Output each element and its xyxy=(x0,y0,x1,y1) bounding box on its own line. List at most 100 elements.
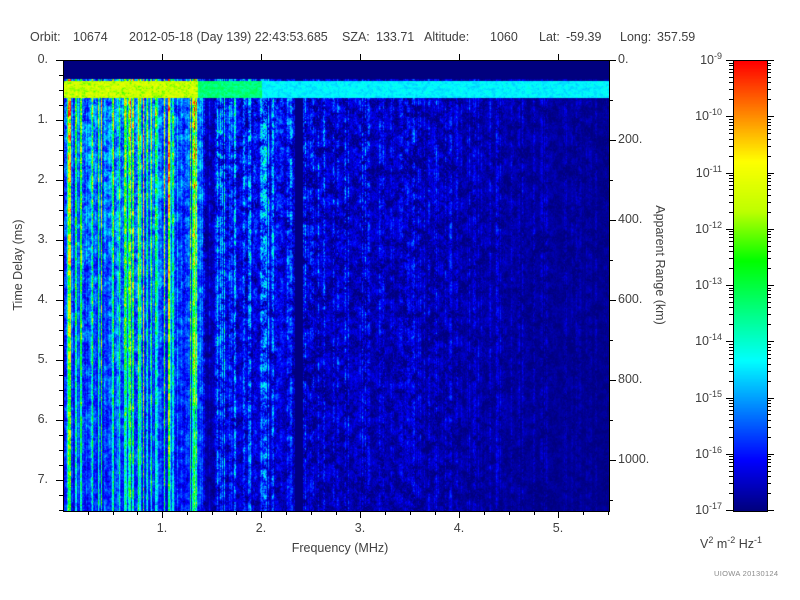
x-tick-major xyxy=(459,511,460,518)
y2-tick-major xyxy=(609,60,616,61)
colorbar-tick-minor xyxy=(767,427,771,428)
colorbar-tick-minor xyxy=(729,288,733,289)
colorbar-tick-minor xyxy=(729,427,733,428)
unit-m-exp: -2 xyxy=(727,535,736,545)
colorbar-tick-label: 10-11 xyxy=(695,164,722,181)
y2-tick-minor xyxy=(609,180,613,181)
colorbar-tick-major xyxy=(767,398,774,399)
colorbar-tick-minor xyxy=(767,268,771,269)
colorbar-tick-minor xyxy=(767,476,771,477)
colorbar-tick-minor xyxy=(729,459,733,460)
x-tick-minor xyxy=(286,511,287,515)
colorbar-tick-major xyxy=(726,116,733,117)
colorbar-tick-minor xyxy=(729,307,733,308)
y-tick-major xyxy=(56,60,63,61)
x-tick-top xyxy=(459,54,460,60)
y2-tick-minor xyxy=(609,100,613,101)
colorbar-tick-minor xyxy=(729,251,733,252)
colorbar-tick-minor xyxy=(767,471,771,472)
colorbar-tick-minor xyxy=(767,125,771,126)
x-tick-top xyxy=(360,54,361,60)
y2-axis-title: Apparent Range (km) xyxy=(653,205,667,325)
x-tick-minor xyxy=(236,511,237,515)
y2-tick-major xyxy=(609,140,616,141)
colorbar-tick-minor xyxy=(767,462,771,463)
colorbar-tick-label: 10-12 xyxy=(695,220,722,237)
colorbar-tick-minor xyxy=(767,246,771,247)
y2-tick-label: 600. xyxy=(618,292,643,306)
colorbar-tick-minor xyxy=(729,156,733,157)
colorbar-tick-minor xyxy=(729,175,733,176)
y-tick-minor xyxy=(59,495,63,496)
colorbar-tick-minor xyxy=(767,251,771,252)
colorbar-tick-label: 10-16 xyxy=(695,445,722,462)
latitude-label: Lat: xyxy=(539,30,560,44)
colorbar-tick-major xyxy=(767,116,774,117)
colorbar-tick-minor xyxy=(767,63,771,64)
colorbar-tick-minor xyxy=(729,410,733,411)
colorbar-tick-minor xyxy=(729,437,733,438)
y-tick-minor xyxy=(59,210,63,211)
sza-label: SZA: xyxy=(342,30,370,44)
colorbar-tick-minor xyxy=(767,400,771,401)
colorbar-tick-minor xyxy=(729,122,733,123)
y-tick-minor xyxy=(59,285,63,286)
colorbar-tick-minor xyxy=(729,146,733,147)
colorbar-tick-minor xyxy=(729,420,733,421)
orbit-value: 10674 xyxy=(73,30,108,44)
x-tick-minor xyxy=(410,511,411,515)
y-tick-label: 6. xyxy=(37,412,48,426)
colorbar-tick-minor xyxy=(729,181,733,182)
colorbar-tick-minor xyxy=(767,324,771,325)
colorbar-tick-minor xyxy=(767,189,771,190)
colorbar-tick-major xyxy=(767,285,774,286)
colorbar-tick-minor xyxy=(767,258,771,259)
colorbar-tick-minor xyxy=(729,350,733,351)
x-tick-minor xyxy=(212,511,213,515)
colorbar-tick-minor xyxy=(729,294,733,295)
y2-tick-minor xyxy=(609,500,613,501)
colorbar-tick-major xyxy=(767,510,774,511)
colorbar-gradient xyxy=(734,61,767,511)
colorbar-tick-major xyxy=(767,229,774,230)
colorbar-tick-minor xyxy=(729,364,733,365)
spectrogram-heatmap xyxy=(64,61,609,511)
x-tick-major xyxy=(558,511,559,518)
colorbar-tick-major xyxy=(726,285,733,286)
x-tick-minor xyxy=(484,511,485,515)
colorbar-tick-minor xyxy=(767,314,771,315)
colorbar-tick-minor xyxy=(767,129,771,130)
datetime-value: 2012-05-18 (Day 139) 22:43:53.685 xyxy=(129,30,328,44)
colorbar-tick-minor xyxy=(729,212,733,213)
x-tick-minor xyxy=(88,511,89,515)
colorbar-tick-minor xyxy=(729,358,733,359)
y-tick-label: 2. xyxy=(37,172,48,186)
y2-tick-major xyxy=(609,460,616,461)
colorbar-tick-minor xyxy=(729,314,733,315)
colorbar-tick-minor xyxy=(729,63,733,64)
colorbar-tick-minor xyxy=(729,72,733,73)
colorbar-tick-minor xyxy=(729,89,733,90)
y-tick-minor xyxy=(59,390,63,391)
altitude-value: 1060 xyxy=(490,30,518,44)
y-tick-major xyxy=(56,180,63,181)
colorbar-tick-minor xyxy=(729,324,733,325)
colorbar-tick-minor xyxy=(767,122,771,123)
x-tick-minor xyxy=(336,511,337,515)
y2-tick-major xyxy=(609,220,616,221)
colorbar-tick-minor xyxy=(729,129,733,130)
colorbar-tick-minor xyxy=(729,133,733,134)
y-tick-minor xyxy=(59,345,63,346)
colorbar-tick-minor xyxy=(729,476,733,477)
y-tick-major xyxy=(56,360,63,361)
unit-v: V xyxy=(700,537,709,552)
colorbar-tick-minor xyxy=(729,344,733,345)
colorbar-tick-minor xyxy=(729,466,733,467)
colorbar-tick-minor xyxy=(729,290,733,291)
colorbar xyxy=(733,60,768,512)
colorbar-tick-minor xyxy=(729,234,733,235)
colorbar-tick-minor xyxy=(767,185,771,186)
colorbar-tick-minor xyxy=(767,290,771,291)
y-tick-minor xyxy=(59,225,63,226)
